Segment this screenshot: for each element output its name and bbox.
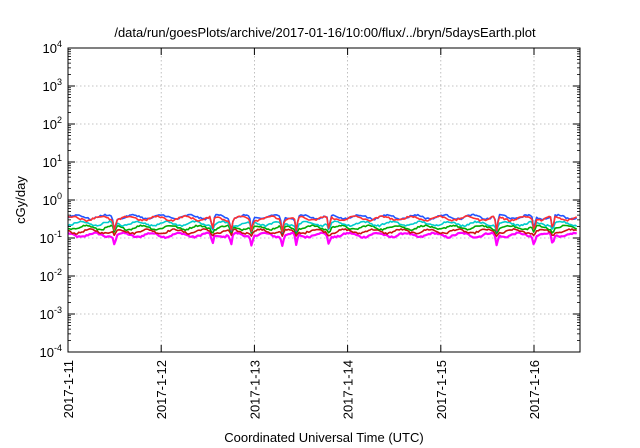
chart-title: /data/run/goesPlots/archive/2017-01-16/1…	[114, 25, 536, 40]
y-tick-label: 104	[43, 39, 62, 56]
y-tick-exponent: 4	[57, 39, 62, 49]
y-tick-base: 10	[43, 117, 57, 132]
y-tick-exponent: 3	[57, 77, 62, 87]
x-tick-label: 2017-1-13	[247, 360, 262, 419]
y-tick-exponent: -1	[54, 229, 62, 239]
ticks	[67, 47, 580, 353]
y-axis-label: cGy/day	[13, 176, 28, 224]
series-line-3	[67, 224, 578, 235]
y-tick-base: 10	[40, 307, 54, 322]
x-tick-label: 2017-1-12	[154, 360, 169, 419]
y-tick-exponent: 1	[57, 153, 62, 163]
y-tick-label: 101	[43, 153, 62, 170]
grid	[68, 48, 580, 352]
y-tick-label: 102	[43, 115, 62, 132]
series-line-4	[67, 220, 578, 232]
y-tick-label: 103	[43, 77, 62, 94]
y-tick-label: 10-1	[40, 229, 62, 246]
y-tick-exponent: -3	[54, 305, 62, 315]
x-tick-labels: 2017-1-11 2017-1-12 2017-1-13 2017-1-14 2017…	[61, 360, 542, 419]
series-line-2	[68, 228, 578, 237]
y-tick-base: 10	[40, 231, 54, 246]
x-tick-label: 2017-1-16	[527, 360, 542, 419]
y-tick-label: 100	[43, 191, 62, 208]
y-tick-base: 10	[43, 41, 57, 56]
y-tick-exponent: 0	[57, 191, 62, 201]
y-tick-label: 10-3	[40, 305, 62, 322]
y-tick-label: 10-4	[40, 343, 62, 360]
y-tick-base: 10	[43, 155, 57, 170]
x-tick-label: 2017-1-15	[434, 360, 449, 419]
y-tick-label: 10-2	[40, 267, 62, 284]
y-tick-exponent: -2	[54, 267, 62, 277]
x-axis-label: Coordinated Universal Time (UTC)	[224, 430, 423, 445]
y-tick-base: 10	[40, 345, 54, 360]
y-tick-exponent: -4	[54, 343, 62, 353]
series-line-6	[67, 215, 578, 233]
y-tick-exponent: 2	[57, 115, 62, 125]
series-line-1	[67, 231, 577, 247]
x-tick-label: 2017-1-14	[341, 360, 356, 419]
series-layer	[67, 213, 578, 247]
x-tick-label: 2017-1-11	[61, 360, 76, 418]
y-tick-base: 10	[43, 193, 57, 208]
y-tick-base: 10	[40, 269, 54, 284]
y-tick-base: 10	[43, 79, 57, 94]
